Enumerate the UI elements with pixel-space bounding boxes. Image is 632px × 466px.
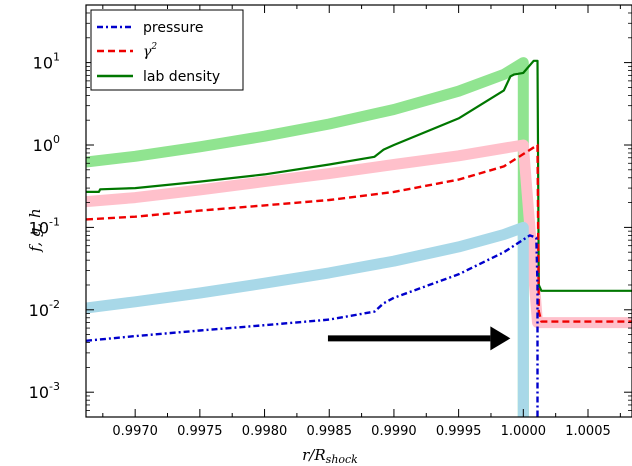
y-tick-label: 10-1 [29, 215, 60, 237]
x-tick-label: 0.9985 [306, 424, 352, 439]
legend-label-gamma-squared: γ2 [143, 42, 157, 60]
plot-frame [85, 4, 632, 418]
annotation-layer [327, 326, 511, 351]
y-tick-label: 10-3 [29, 380, 60, 402]
legend: pressure γ2 lab density [90, 9, 244, 91]
series-pressure-analytic [86, 221, 529, 417]
y-tick-label: 10-2 [29, 298, 60, 320]
x-axis-label: r/Rshock [302, 446, 358, 466]
x-tick-label: 0.9970 [112, 424, 158, 439]
x-tick-label: 1.0000 [501, 424, 547, 439]
series-layer [86, 57, 632, 417]
y-tick-label: 100 [33, 133, 60, 155]
y-axis-label: f, g, h [26, 208, 44, 252]
series-gamma-2-analytic [86, 139, 632, 329]
series-lab-density [86, 59, 632, 292]
legend-label-pressure: pressure [143, 20, 203, 36]
legend-label-lab-density: lab density [143, 69, 220, 85]
series-lab-density-analytic [86, 57, 529, 417]
series-pressure [86, 234, 539, 417]
x-tick-label: 0.9980 [242, 424, 288, 439]
x-tick-label: 0.9995 [436, 424, 482, 439]
y-tick-label: 101 [33, 51, 60, 73]
x-tick-label: 1.0005 [565, 424, 611, 439]
series-gamma-2 [86, 143, 632, 323]
x-tick-label: 0.9990 [371, 424, 417, 439]
arrow-head [490, 326, 511, 351]
tick-layer: 0.9970 0.9975 0.9980 0.9985 0.9990 0.9995 1.00… [29, 5, 632, 439]
x-tick-label: 0.9975 [177, 424, 223, 439]
